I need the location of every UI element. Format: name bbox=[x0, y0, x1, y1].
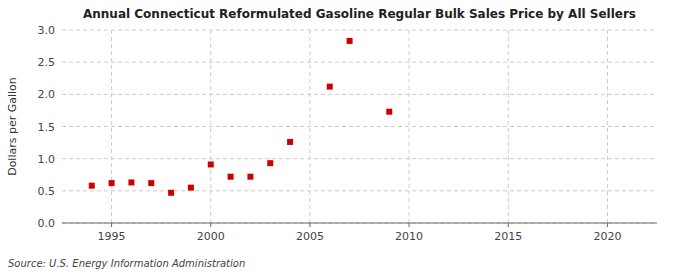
x-tick bbox=[111, 223, 112, 227]
y-grid-line bbox=[62, 62, 657, 63]
point bbox=[188, 185, 194, 191]
x-tick-label: 2005 bbox=[296, 230, 324, 243]
point bbox=[208, 161, 214, 167]
y-tick-label: 1.5 bbox=[38, 121, 56, 134]
x-tick bbox=[607, 223, 608, 227]
x-grid-line bbox=[111, 30, 112, 223]
x-tick-label: 2000 bbox=[197, 230, 225, 243]
point bbox=[267, 160, 273, 166]
x-grid-line bbox=[210, 30, 211, 223]
point bbox=[128, 179, 134, 185]
point bbox=[247, 174, 253, 180]
point bbox=[109, 180, 115, 186]
y-grid-line bbox=[62, 190, 657, 191]
y-axis-label: Dollars per Gallon bbox=[6, 77, 19, 176]
x-grid-line bbox=[607, 30, 608, 223]
title: Annual Connecticut Reformulated Gasoline… bbox=[83, 7, 636, 21]
x-tick bbox=[508, 223, 509, 227]
point bbox=[89, 183, 95, 189]
point bbox=[287, 139, 293, 145]
x-axis-line bbox=[62, 223, 657, 224]
y-tick-label: 1.0 bbox=[38, 153, 56, 166]
y-grid-line bbox=[62, 94, 657, 95]
x-tick-label: 2010 bbox=[395, 230, 423, 243]
y-tick-label: 0.0 bbox=[38, 217, 56, 230]
point bbox=[148, 180, 154, 186]
grid bbox=[62, 30, 657, 223]
y-grid-line bbox=[62, 126, 657, 127]
x-grid-line bbox=[309, 30, 310, 223]
y-grid-line bbox=[62, 223, 657, 224]
y-tick-label: 2.5 bbox=[38, 56, 56, 69]
y-grid-line bbox=[62, 30, 657, 31]
x-tick bbox=[409, 223, 410, 227]
y-grid-line bbox=[62, 158, 657, 159]
point bbox=[327, 84, 333, 90]
source-note: Source: U.S. Energy Information Administ… bbox=[8, 258, 245, 269]
x-tick bbox=[210, 223, 211, 227]
x-grid-line bbox=[508, 30, 509, 223]
point bbox=[228, 174, 234, 180]
x-tick-label: 2015 bbox=[494, 230, 522, 243]
x-grid-line bbox=[409, 30, 410, 223]
points bbox=[89, 38, 393, 196]
y-tick-label: 2.0 bbox=[38, 88, 56, 101]
point bbox=[386, 109, 392, 115]
x-tick bbox=[309, 223, 310, 227]
y-tick-label: 3.0 bbox=[38, 24, 56, 37]
x-tick-label: 1995 bbox=[98, 230, 126, 243]
x-tick-label: 2020 bbox=[593, 230, 621, 243]
point bbox=[347, 38, 353, 44]
page: {"chart_data": {"type": "scatter", "titl… bbox=[0, 0, 675, 275]
point bbox=[168, 190, 174, 196]
chart: Annual Connecticut Reformulated Gasoline… bbox=[0, 0, 675, 275]
y-tick-label: 0.5 bbox=[38, 185, 56, 198]
